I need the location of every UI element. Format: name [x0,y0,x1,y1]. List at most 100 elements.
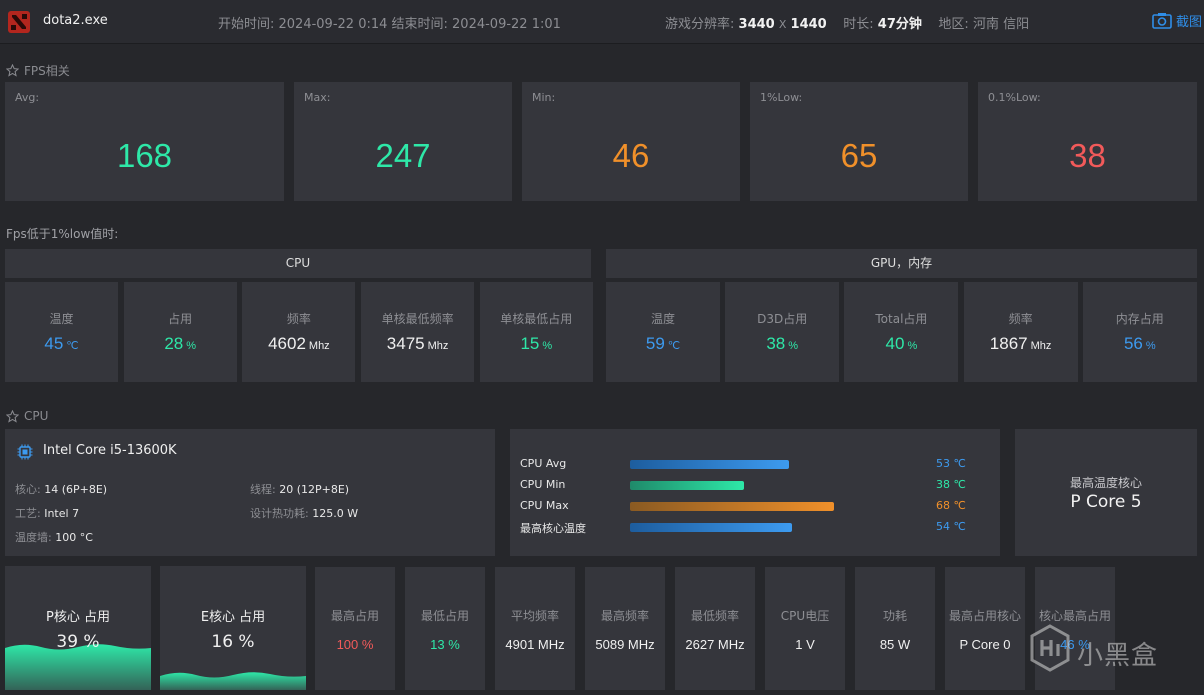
cpu-tdp-label: 设计热功耗: [250,507,309,520]
app-name: dota2.exe [43,13,108,28]
gpu-low-stat-card: 温度 59 ℃ [606,282,720,382]
gpu-low-stat-value: 38 [766,334,786,353]
temp-bar-row: CPU Min 38 ℃ [520,477,990,493]
fps-card-value: 168 [116,137,173,174]
cpu-stat-label: 最高频率 [600,609,649,623]
fps-card-1-low: 1%Low: 65 [750,82,968,201]
temp-bar-row: CPU Avg 53 ℃ [520,456,990,472]
temp-bar-row: 最高核心温度 54 ℃ [520,519,990,535]
gpu-low-stat-unit: % [1145,340,1156,352]
hottest-core-value: P Core 5 [1070,492,1142,512]
gpu-low-stat-card: D3D占用 38% [725,282,840,382]
cpu-stat-value: 2627 MHz [685,637,745,652]
cpu-stat-value: 85 W [879,637,911,652]
gpu-low-stat-value-row: 38% [725,334,839,354]
cpu-stat-label: 最高占用核心 [948,609,1021,623]
gpu-low-stat-unit: ℃ [667,340,681,352]
hottest-core-label: 最高温度核心 [1069,476,1142,490]
cpu-cores-value: 14 (6P+8E) [44,483,108,496]
e-core-usage-value: 16 % [211,632,255,652]
gpu-low-stat-value-row: 1867 Mhz [964,334,1078,354]
temp-bar-fill [630,481,744,490]
p-core-usage-value: 39 % [56,632,100,652]
gpu-low-stat-label: 内存占用 [1115,312,1164,326]
cpu-cores-label: 核心: [15,483,41,496]
fps-card-value: 46 [612,137,650,174]
fps-card-0-1-low: 0.1%Low: 38 [978,82,1197,201]
low-fps-section-title: Fps低于1%low值时: [6,227,119,241]
cpu-stat-card: 最高频率 5089 MHz [585,567,665,690]
e-core-usage-fill [160,672,306,690]
temp-bar-label: CPU Max [520,499,569,512]
cpu-stat-label: 平均频率 [510,609,559,623]
region-label: 地区: [938,17,969,32]
region-value: 河南 信阳 [972,17,1030,32]
xiaoheihe-logo-icon [1030,624,1070,672]
temp-bar-row: CPU Max 68 ℃ [520,498,990,514]
cpu-tjmax-value: 100 °C [55,531,93,544]
cpu-stat-card: 最低占用 13 % [405,567,485,690]
cpu-temperature-card: CPU Avg 53 ℃ CPU Min 38 ℃ CPU Max 68 ℃ 最高核心温度 5… [510,429,1000,556]
cpu-threads-value: 20 (12P+8E) [279,483,350,496]
gpu-low-stat-value: 1867 [989,334,1028,353]
e-core-usage-label: E核心 占用 [200,610,266,625]
cpu-stat-label: 最高占用 [330,609,379,623]
gpu-low-stat-unit: % [788,340,799,352]
cpu-stat-card: CPU电压 1 V [765,567,845,690]
cpu-stat-value: 100 % [336,637,374,652]
gpu-low-stat-label: 频率 [1008,312,1033,326]
cpu-stat-value: 4901 MHz [505,637,565,652]
cpu-tjmax-row: 温度墙: 100 °C [15,529,93,545]
fps-card-avg: Avg: 168 [5,82,284,201]
temp-bar-value: 54 ℃ [936,520,966,533]
gpu-low-stat-unit: Mhz [1030,340,1052,352]
cpu-process-row: 工艺: Intel 7 [15,505,79,521]
cpu-low-stat-label: 频率 [286,312,311,326]
cpu-low-stat-unit: Mhz [427,340,449,352]
temp-bar-label: 最高核心温度 [520,522,586,535]
cpu-chip-icon [17,444,33,460]
fps-card-value: 65 [840,137,878,174]
cpu-threads-row: 线程: 20 (12P+8E) [250,481,349,497]
cpu-low-stat-value-row: 45 ℃ [5,334,118,354]
resolution-label: 游戏分辨率: [665,17,735,32]
cpu-low-stat-unit: ℃ [66,340,79,352]
fps-card-label: Max: [304,91,331,104]
cpu-stat-value: 1 V [795,637,815,652]
star-icon [6,409,19,423]
screenshot-button[interactable]: 截图 [1152,11,1202,30]
xiaoheihe-watermark: 小黑盒 [1027,620,1177,680]
fps-card-value: 38 [1069,137,1106,174]
cpu-stat-card: 平均频率 4901 MHz [495,567,575,690]
cpu-stat-value: 5089 MHz [595,637,655,652]
gpu-low-stat-label: Total占用 [875,312,928,326]
cpu-low-stat-label: 单核最低频率 [381,312,454,326]
cpu-stat-label: 功耗 [882,609,907,623]
cpu-low-stat-value: 28 [164,334,184,353]
gpu-group-header: GPU，内存 [606,249,1197,278]
fps-card-max: Max: 247 [294,82,512,201]
cpu-low-stat-label: 占用 [168,312,193,326]
cpu-section-header: CPU [6,409,48,423]
temp-bar-fill [630,502,834,511]
cpu-stat-value: 13 % [430,637,460,652]
temp-bar-value: 38 ℃ [936,478,966,491]
fps-card-label: 0.1%Low: [988,91,1041,104]
gpu-low-stat-card: 内存占用 56% [1082,282,1197,382]
cpu-tdp-value: 125.0 W [312,507,359,520]
cpu-stat-label: 最低频率 [690,609,739,623]
cpu-stat-value: P Core 0 [959,637,1011,652]
cpu-stat-card: 功耗 85 W [855,567,935,690]
temp-bar-fill [630,460,789,469]
cpu-low-stat-value: 4602 [268,334,306,353]
cpu-low-stat-label: 温度 [49,312,74,326]
cpu-model-name: Intel Core i5-13600K [43,443,177,458]
fps-card-label: Avg: [15,91,40,104]
cpu-threads-label: 线程: [250,483,276,496]
cpu-stat-card: 最低频率 2627 MHz [675,567,755,690]
temp-bar-fill [630,523,792,532]
cpu-low-stat-card: 占用 28% [123,282,237,382]
temp-bar-label: CPU Avg [520,457,567,470]
resolution-width: 3440 [738,17,775,32]
fps-card-label: Min: [532,91,556,104]
